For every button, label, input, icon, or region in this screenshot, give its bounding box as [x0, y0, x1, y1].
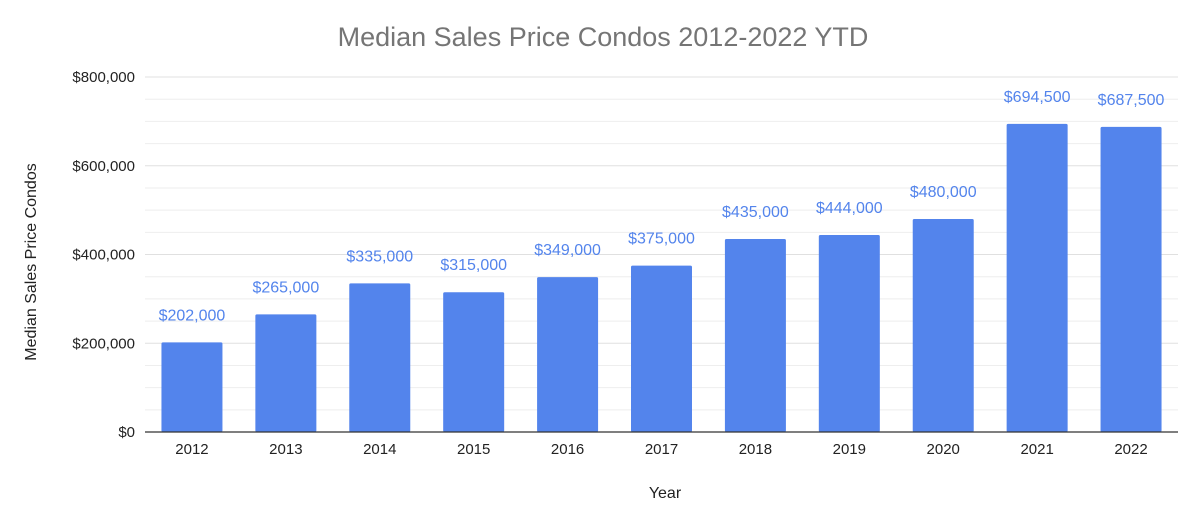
- x-tick-label: 2014: [363, 441, 396, 458]
- data-label-2015: $315,000: [440, 257, 507, 274]
- y-axis-title: Median Sales Price Condos: [23, 163, 40, 360]
- data-label-2013: $265,000: [252, 279, 319, 296]
- chart-title: Median Sales Price Condos 2012-2022 YTD: [338, 22, 869, 52]
- data-label-2022: $687,500: [1098, 92, 1165, 109]
- bar-2019: [818, 234, 880, 432]
- x-tick-label: 2021: [1020, 441, 1053, 458]
- y-axis-ticks: $0 $200,000 $400,000 $600,000 $800,000: [72, 69, 135, 441]
- bar-2022: [1100, 126, 1162, 432]
- y-tick-label: $400,000: [72, 247, 135, 264]
- x-tick-label: 2018: [739, 441, 772, 458]
- x-tick-label: 2020: [927, 441, 960, 458]
- bars: [161, 123, 1162, 433]
- y-tick-label: $200,000: [72, 335, 135, 352]
- data-label-2020: $480,000: [910, 184, 977, 201]
- data-label-2016: $349,000: [534, 242, 601, 259]
- x-tick-label: 2022: [1114, 441, 1147, 458]
- bar-2018: [724, 238, 786, 432]
- bar-2021: [1006, 123, 1068, 433]
- data-label-2021: $694,500: [1004, 89, 1071, 106]
- bar-2014: [349, 283, 411, 432]
- bar-2017: [631, 265, 692, 432]
- y-tick-label: $600,000: [72, 158, 135, 175]
- x-tick-label: 2016: [551, 441, 584, 458]
- data-label-2017: $375,000: [628, 231, 695, 248]
- x-tick-label: 2015: [457, 441, 490, 458]
- data-label-2014: $335,000: [346, 248, 413, 265]
- y-tick-label: $0: [118, 424, 135, 441]
- data-labels: $202,000 $265,000 $335,000 $315,000 $349,000…: [159, 89, 1165, 325]
- x-axis-title: Year: [649, 485, 682, 502]
- x-axis-ticks: 2012 2013 2014 2015 2016 2017 2018 2019 2020 2021…: [175, 441, 1147, 458]
- bar-2016: [537, 277, 599, 432]
- y-tick-label: $800,000: [72, 69, 135, 86]
- bar-2012: [161, 342, 223, 432]
- x-tick-label: 2013: [269, 441, 302, 458]
- x-tick-label: 2019: [833, 441, 866, 458]
- x-tick-label: 2012: [175, 441, 208, 458]
- bar-2013: [255, 314, 317, 432]
- data-label-2012: $202,000: [159, 307, 226, 324]
- data-label-2018: $435,000: [722, 204, 789, 221]
- x-tick-label: 2017: [645, 441, 678, 458]
- bar-2015: [443, 292, 505, 432]
- bar-2020: [912, 219, 974, 432]
- data-label-2019: $444,000: [816, 200, 883, 217]
